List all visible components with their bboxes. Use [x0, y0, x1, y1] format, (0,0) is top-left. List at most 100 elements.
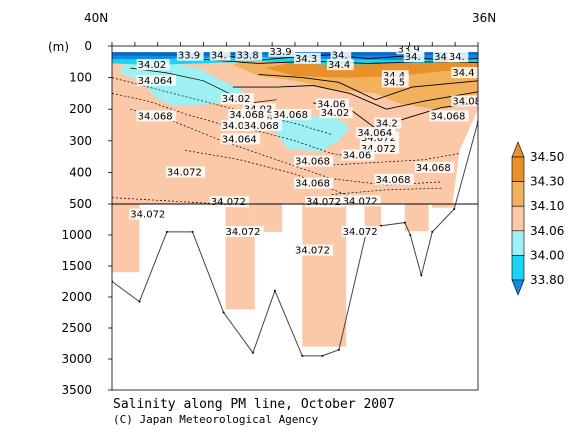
contour-line-10: [313, 153, 460, 167]
contour-label-bg: [319, 107, 353, 119]
contour-label-bg: [374, 117, 402, 129]
contour-label-2: 34.064: [138, 76, 173, 87]
y-tick-label: 400: [69, 165, 92, 179]
y-tick-label: 1500: [61, 259, 92, 273]
contour-label-bg: [242, 119, 282, 131]
colorbar: 34.50 34.30 34.10 34.06 34.00 33.80: [511, 141, 564, 296]
contour-label-45: 33.9: [178, 51, 200, 62]
y-tick-label: 300: [69, 134, 92, 148]
station-point-3: [165, 230, 168, 233]
contour-label-bg: [176, 49, 204, 61]
contour-label-44: 34.: [405, 52, 421, 63]
colorbar-band-1: [511, 156, 525, 182]
contour-label-3: 34.068: [138, 111, 173, 122]
contour-label-bg: [381, 76, 409, 88]
contour-label-36: 34.072: [343, 196, 378, 207]
contour-label-bg: [341, 226, 381, 237]
contour-label-bg: [447, 51, 469, 63]
colorbar-band-2: [511, 181, 525, 207]
contour-label-7: 34.06: [222, 121, 251, 132]
contour-label-bg: [165, 166, 206, 178]
contour-label-bg: [235, 49, 263, 61]
contour-label-20: 34.064: [357, 128, 392, 139]
station-point-2: [138, 300, 141, 303]
salinity-band-34-06-west: [119, 60, 244, 106]
contour-label-41: 33.9: [397, 44, 419, 55]
contour-label-17: 34.072: [361, 133, 396, 144]
contour-label-9: 34.064: [222, 134, 257, 145]
contour-label-bg: [294, 244, 334, 256]
contour-label-bg: [268, 46, 296, 57]
contour-label-bg: [330, 49, 352, 61]
contour-label-38: 34.: [211, 51, 227, 62]
salinity-column-8: [432, 204, 455, 208]
contour-label-bg: [228, 109, 268, 121]
contour-label-bg: [224, 226, 264, 237]
contour-label-bg: [129, 208, 169, 220]
salinity-column-4: [254, 204, 283, 232]
contour-label-11: 34.06: [317, 100, 346, 111]
contour-label-bg: [429, 110, 469, 122]
contour-label-bg: [396, 46, 424, 55]
copyright-credit: (C) Japan Meteorological Agency: [113, 413, 319, 426]
salinity-column-6: [364, 204, 381, 232]
contour-label-24: 34.08: [452, 96, 481, 107]
contour-label-35: 34.072: [306, 197, 341, 208]
y-unit-label: (m): [48, 40, 69, 54]
contour-label-bg: [359, 142, 400, 154]
station-point-15: [420, 274, 423, 277]
contour-label-22: 34.068: [416, 163, 451, 174]
contour-label-15: 34.068: [295, 179, 330, 190]
y-tick-label: 1000: [61, 228, 92, 242]
contour-label-10: 34.068: [273, 110, 308, 121]
contour-line-1: [232, 85, 478, 110]
contour-label-6: 34.068: [229, 110, 264, 121]
contour-label-33: 34.072: [343, 227, 378, 238]
contour-label-bg: [451, 95, 478, 107]
contour-label-bg: [220, 133, 260, 145]
contour-label-19: 34.06: [343, 150, 372, 161]
contour-label-21: 34.068: [376, 175, 411, 186]
contour-label-bg: [220, 93, 254, 105]
contour-label-1: 34.02: [138, 60, 167, 71]
salinity-column-5: [302, 204, 347, 347]
contour-label-16: 34.2: [376, 119, 398, 130]
station-point-5: [222, 311, 225, 314]
contour-label-bg: [341, 149, 375, 161]
contour-label-23: 34.068: [430, 111, 465, 122]
contour-label-bg: [294, 177, 334, 189]
contour-label-30: 34.072: [130, 210, 165, 221]
contour-label-32: 34.072: [295, 246, 330, 257]
contour-label-12: 34.02: [321, 108, 350, 119]
contour-label-bg: [136, 110, 176, 122]
colorbar-label: 34.10: [530, 199, 564, 213]
contour-line-8: [185, 149, 369, 205]
contour-label-bg: [433, 51, 460, 63]
contour-label-25: 34.4: [328, 60, 350, 71]
contour-label-bg: [374, 173, 414, 185]
y-tick-label: 2500: [61, 321, 92, 335]
contour-label-39: 33.8: [236, 51, 258, 62]
x-label-left: 40N: [84, 11, 108, 25]
colorbar-label: 34.30: [530, 175, 564, 189]
contour-label-28: 34.5: [383, 78, 405, 89]
colorbar-label: 33.80: [530, 273, 564, 287]
y-tick-label: 3500: [61, 383, 92, 397]
station-point-6: [251, 351, 254, 354]
salinity-band-34-06-center: [265, 113, 350, 152]
contour-line-2: [258, 73, 478, 101]
contour-label-bg: [451, 67, 478, 79]
contour-label-bg: [220, 119, 254, 131]
colorbar-cap-bottom: [511, 279, 525, 296]
station-point-8: [301, 354, 304, 357]
contour-label-bg: [272, 109, 312, 121]
colorbar-label: 34.50: [530, 150, 564, 164]
contour-label-42: 34.1: [434, 52, 456, 63]
x-label-right: 36N: [472, 11, 496, 25]
contour-label-37: 33.9: [269, 47, 291, 58]
contour-line-6: [112, 77, 332, 135]
contour-label-bg: [341, 195, 381, 207]
contour-label-43: 34.: [449, 52, 465, 63]
colorbar-band-5: [511, 255, 525, 281]
